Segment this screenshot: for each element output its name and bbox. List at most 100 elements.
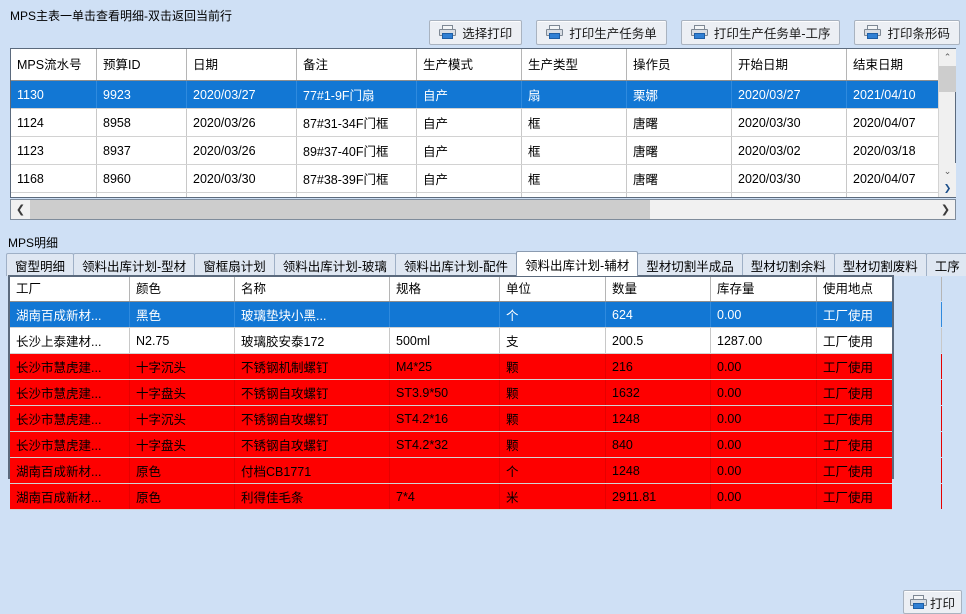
select-print-button[interactable]: 选择打印 — [429, 19, 523, 45]
vertical-scroll-thumb[interactable] — [939, 66, 956, 92]
detail-table-cell[interactable]: 个 — [500, 458, 606, 483]
detail-table-cell[interactable]: 长沙市慧虎建... — [10, 432, 130, 457]
table-row[interactable]: 1130 9923 2020/03/27 77#1-9F门扇 自产扇栗娜 2020/03/… — [11, 81, 939, 109]
table-cell[interactable]: 8960 — [97, 165, 187, 192]
tab-1[interactable]: 领料出库计划-型材 — [73, 253, 196, 276]
detail-column-header[interactable]: 库存量 — [711, 277, 817, 301]
table-cell[interactable]: 2020/03/18 — [847, 137, 939, 164]
table-row[interactable]: 1123 8937 2020/03/26 89#37-40F门框 自产框唐曙 2020/0… — [11, 137, 939, 165]
table-row[interactable]: 1124 8958 2020/03/26 87#31-34F门框 自产框唐曙 2020/0… — [11, 109, 939, 137]
detail-table-cell[interactable]: 十字沉头 — [130, 354, 235, 379]
scroll-left-icon[interactable]: ❮ — [15, 204, 26, 216]
column-header[interactable]: 结束日期 — [847, 49, 939, 80]
mps-master-horizontal-scrollbar[interactable]: ❮ ❯ — [10, 199, 956, 220]
detail-table-cell[interactable]: 7*4 — [390, 484, 500, 509]
column-header[interactable]: MPS流水号 — [11, 49, 97, 80]
scroll-up-icon[interactable]: ⌃ — [939, 49, 956, 66]
table-cell[interactable]: 1168 — [11, 165, 97, 192]
detail-table-cell[interactable]: 1248 — [606, 458, 711, 483]
detail-table-cell[interactable]: 十字盘头 — [130, 432, 235, 457]
detail-table-cell[interactable]: 1248 — [606, 406, 711, 431]
tab-8[interactable]: 型材切割废料 — [833, 253, 927, 276]
detail-table-cell[interactable]: ST4.2*16 — [390, 406, 500, 431]
detail-table-row[interactable]: 湖南百成新材... 原色 利得佳毛条 7*4 米 2911.81 0.00 工厂使用 — [10, 484, 942, 510]
detail-table-cell[interactable]: 0.00 — [711, 484, 817, 509]
detail-column-header[interactable]: 数量 — [606, 277, 711, 301]
table-cell[interactable]: 2020/03/27 — [187, 81, 297, 108]
table-cell[interactable]: 2020/04/07 — [847, 165, 939, 192]
detail-table-cell[interactable]: 长沙市慧虎建... — [10, 380, 130, 405]
detail-table-cell[interactable]: 0.00 — [711, 406, 817, 431]
table-cell[interactable]: 框 — [522, 165, 627, 192]
detail-table-cell[interactable]: 624 — [606, 302, 711, 327]
table-cell[interactable]: 框 — [522, 193, 627, 197]
detail-table-cell[interactable]: 工厂使用 — [817, 406, 942, 431]
horizontal-scroll-thumb[interactable] — [30, 200, 650, 219]
column-header[interactable]: 操作员 — [627, 49, 732, 80]
table-cell[interactable]: 87#38-39F门框 — [297, 165, 417, 192]
detail-table-cell[interactable]: 1287.00 — [711, 328, 817, 353]
detail-table-cell[interactable]: 200.5 — [606, 328, 711, 353]
detail-table-cell[interactable]: ST3.9*50 — [390, 380, 500, 405]
detail-table-cell[interactable]: 颗 — [500, 432, 606, 457]
detail-table-cell[interactable]: 长沙市慧虎建... — [10, 406, 130, 431]
detail-column-header[interactable]: 颜色 — [130, 277, 235, 301]
table-cell[interactable]: 2020/03/26 — [187, 109, 297, 136]
table-cell[interactable]: 自产 — [417, 137, 522, 164]
scroll-down-icon[interactable]: ⌄ — [939, 163, 956, 180]
mps-detail-grid[interactable]: 工厂 颜色 名称 规格 单位 数量 库存量 使用地点 湖南百成新材... 黑色 玻璃垫块小黑... 个… — [8, 275, 942, 510]
print-production-order-button[interactable]: 打印生产任务单 — [536, 19, 667, 45]
print-barcode-button[interactable]: 打印条形码 — [854, 19, 960, 45]
table-cell[interactable]: 唐曙 — [627, 165, 732, 192]
detail-table-row[interactable]: 长沙上泰建材... N2.75 玻璃胶安泰172 500ml 支 200.5 1287.00… — [10, 328, 942, 354]
table-cell[interactable]: 框 — [522, 137, 627, 164]
table-cell[interactable]: 自产 — [417, 165, 522, 192]
detail-table-cell[interactable]: 支 — [500, 328, 606, 353]
detail-table-cell[interactable]: 原色 — [130, 484, 235, 509]
column-header[interactable]: 预算ID — [97, 49, 187, 80]
detail-table-cell[interactable]: 840 — [606, 432, 711, 457]
column-header[interactable]: 开始日期 — [732, 49, 847, 80]
detail-table-cell[interactable]: 0.00 — [711, 354, 817, 379]
detail-table-row[interactable]: 长沙市慧虎建... 十字沉头 不锈钢机制螺钉 M4*25 颗 216 0.00 工厂使用 — [10, 354, 942, 380]
detail-table-cell[interactable]: 长沙上泰建材... — [10, 328, 130, 353]
table-cell[interactable]: 2021/04/10 — [847, 81, 939, 108]
table-row[interactable]: 1168 8960 2020/03/30 87#38-39F门框 自产框唐曙 2020/0… — [11, 165, 939, 193]
tab-6[interactable]: 型材切割半成品 — [637, 253, 743, 276]
table-row[interactable]: 116789592020/03/3087#35-37F门框自产框唐曙2020/0… — [11, 193, 939, 197]
table-cell[interactable]: 77#1-9F门扇 — [297, 81, 417, 108]
detail-table-row[interactable]: 长沙市慧虎建... 十字沉头 不锈钢自攻螺钉 ST4.2*16 颗 1248 0.00 工厂使… — [10, 406, 942, 432]
detail-table-cell[interactable]: 500ml — [390, 328, 500, 353]
detail-table-cell[interactable]: 黑色 — [130, 302, 235, 327]
table-cell[interactable]: 1130 — [11, 81, 97, 108]
table-cell[interactable]: 87#35-37F门框 — [297, 193, 417, 197]
table-cell[interactable]: 2020/03/02 — [732, 137, 847, 164]
mps-master-vertical-scrollbar[interactable]: ⌃ ⌄ ❯ — [938, 49, 956, 197]
table-cell[interactable]: 2020/03/30 — [732, 193, 847, 197]
table-cell[interactable]: 87#31-34F门框 — [297, 109, 417, 136]
detail-table-cell[interactable]: 玻璃胶安泰172 — [235, 328, 390, 353]
mps-master-grid[interactable]: MPS流水号预算ID日期备注生产模式生产类型操作员开始日期结束日期状态11309… — [10, 48, 956, 198]
detail-table-cell[interactable]: 0.00 — [711, 302, 817, 327]
detail-table-cell[interactable]: 工厂使用 — [817, 432, 942, 457]
tab-0[interactable]: 窗型明细 — [6, 253, 75, 276]
detail-table-cell[interactable]: 长沙市慧虎建... — [10, 354, 130, 379]
tab-7[interactable]: 型材切割余料 — [741, 253, 835, 276]
detail-table-row[interactable]: 长沙市慧虎建... 十字盘头 不锈钢自攻螺钉 ST4.2*32 颗 840 0.00 工厂使用 — [10, 432, 942, 458]
table-cell[interactable]: 2020/04/07 — [847, 193, 939, 197]
detail-table-cell[interactable]: 湖南百成新材... — [10, 302, 130, 327]
detail-column-header[interactable]: 工厂 — [10, 277, 130, 301]
table-cell[interactable]: 唐曙 — [627, 193, 732, 197]
detail-table-cell[interactable]: 颗 — [500, 380, 606, 405]
table-cell[interactable]: 2020/03/30 — [732, 165, 847, 192]
detail-table-cell[interactable]: 216 — [606, 354, 711, 379]
tab-3[interactable]: 领料出库计划-玻璃 — [273, 253, 396, 276]
detail-column-header[interactable]: 规格 — [390, 277, 500, 301]
detail-table-cell[interactable]: 十字盘头 — [130, 380, 235, 405]
table-cell[interactable]: 1124 — [11, 109, 97, 136]
detail-table-cell[interactable] — [390, 302, 500, 327]
detail-column-header[interactable]: 使用地点 — [817, 277, 942, 301]
detail-table-cell[interactable]: 不锈钢机制螺钉 — [235, 354, 390, 379]
print-production-order-process-button[interactable]: 打印生产任务单-工序 — [680, 19, 841, 45]
table-cell[interactable]: 8937 — [97, 137, 187, 164]
